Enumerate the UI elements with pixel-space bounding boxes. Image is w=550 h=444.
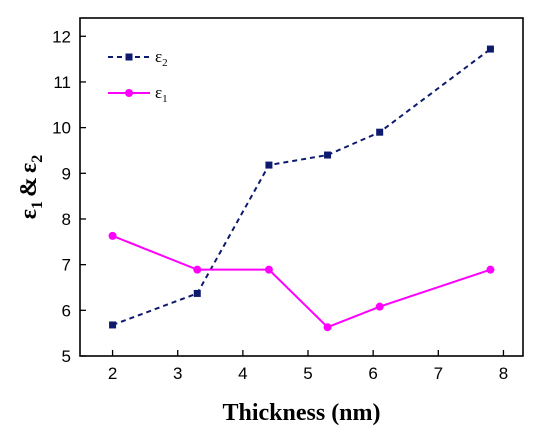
y-tick-label: 8 xyxy=(62,210,71,229)
plot-frame xyxy=(79,17,524,357)
x-tick-label: 6 xyxy=(368,364,377,383)
data-point xyxy=(193,265,202,274)
data-point xyxy=(264,265,273,274)
data-point xyxy=(193,289,201,297)
x-tick-label: 3 xyxy=(173,364,182,383)
legend-label-base: ε xyxy=(155,83,162,102)
data-point xyxy=(109,321,117,329)
y-tick-label: 7 xyxy=(62,256,71,275)
legend-label: ε1 xyxy=(155,83,168,105)
legend-marker xyxy=(125,53,133,61)
data-point xyxy=(323,323,332,332)
series-layer xyxy=(108,45,495,332)
legend-item: ε2 xyxy=(108,47,168,69)
y-axis-title-eps1: ε xyxy=(16,209,42,219)
data-point xyxy=(108,231,117,240)
series-line xyxy=(112,48,492,326)
data-point xyxy=(486,265,495,274)
y-tick-label: 6 xyxy=(62,301,71,320)
x-tick-label: 4 xyxy=(238,364,247,383)
data-point xyxy=(376,128,384,136)
legend-marker xyxy=(125,89,133,97)
legend-item: ε1 xyxy=(108,83,168,105)
data-point xyxy=(486,45,494,53)
data-point xyxy=(375,302,384,311)
y-tick-label: 12 xyxy=(52,27,71,46)
x-tick-label: 7 xyxy=(434,364,443,383)
data-point xyxy=(265,161,273,169)
legend-label-sub: 1 xyxy=(162,93,168,105)
y-tick-label: 9 xyxy=(62,164,71,183)
series-line xyxy=(112,234,491,329)
x-tick-label: 2 xyxy=(108,364,117,383)
y-tick-label: 5 xyxy=(62,347,71,366)
y-axis-title-eps2: ε xyxy=(16,163,42,173)
y-axis-title-sub2: 2 xyxy=(29,155,46,163)
legend-label-base: ε xyxy=(155,47,162,66)
x-tick-label: 8 xyxy=(499,364,508,383)
y-axis-title-sub1: 1 xyxy=(29,201,46,209)
y-tick-label: 10 xyxy=(52,119,71,138)
ticks xyxy=(80,35,505,357)
x-tick-label: 5 xyxy=(303,364,312,383)
x-axis-title: Thickness (nm) xyxy=(222,400,380,426)
series-1 xyxy=(109,45,494,329)
legend-label: ε2 xyxy=(155,47,168,69)
series-2 xyxy=(108,231,495,332)
data-point xyxy=(324,151,332,159)
legend-label-sub: 2 xyxy=(162,57,168,69)
y-tick-label: 11 xyxy=(53,73,71,92)
y-axis-title-amp: & xyxy=(16,177,42,197)
y-axis-title: ε1&ε2 xyxy=(16,155,46,220)
